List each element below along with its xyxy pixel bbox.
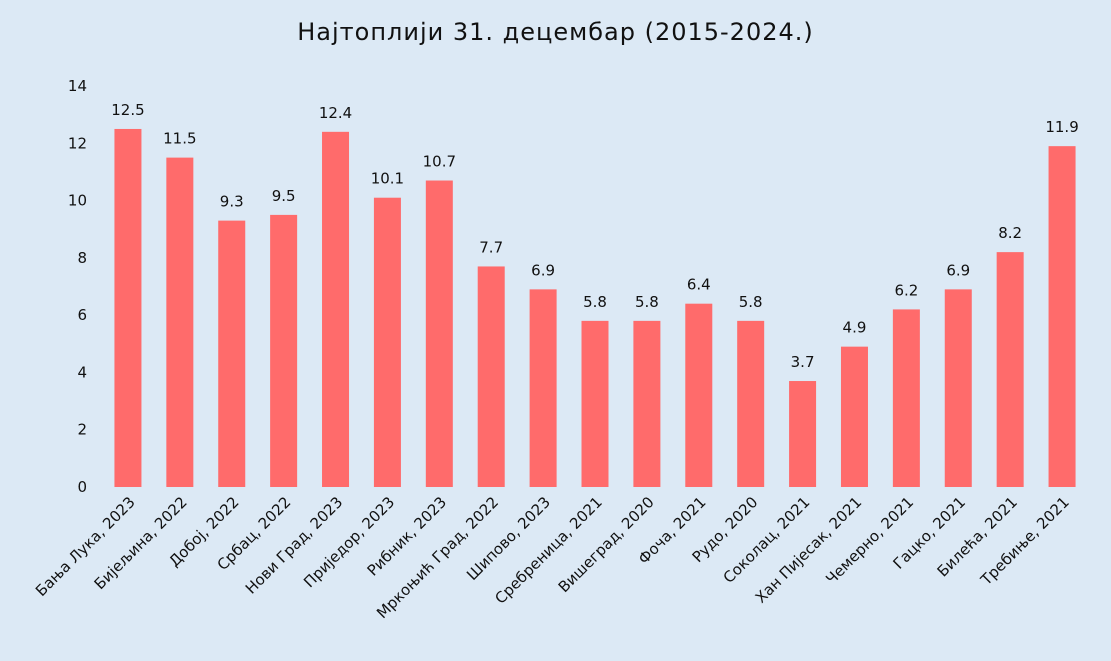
data-label: 7.7 bbox=[479, 238, 503, 256]
bar bbox=[737, 320, 765, 487]
data-label: 5.8 bbox=[583, 293, 607, 311]
y-tick-label: 6 bbox=[77, 306, 87, 324]
category-label: Вишеград, 2020 bbox=[555, 493, 658, 596]
data-label: 10.1 bbox=[371, 170, 404, 188]
category-label: Бијељина, 2022 bbox=[91, 493, 191, 593]
bar bbox=[892, 309, 920, 487]
bar bbox=[633, 320, 661, 487]
bar bbox=[996, 252, 1024, 487]
data-label: 6.9 bbox=[531, 261, 555, 279]
data-label: 6.9 bbox=[946, 261, 970, 279]
bar bbox=[218, 220, 246, 487]
bar bbox=[1048, 146, 1076, 487]
data-label: 6.2 bbox=[894, 281, 918, 299]
data-label: 10.7 bbox=[423, 153, 456, 171]
bar bbox=[529, 289, 557, 487]
bar bbox=[425, 180, 453, 487]
data-label: 5.8 bbox=[635, 293, 659, 311]
data-label: 9.3 bbox=[220, 193, 244, 211]
bar bbox=[270, 214, 298, 487]
category-label: Бања Лука, 2023 bbox=[32, 493, 139, 600]
y-tick-label: 12 bbox=[68, 134, 87, 152]
data-label: 3.7 bbox=[791, 353, 815, 371]
bar bbox=[789, 381, 817, 487]
y-tick-label: 4 bbox=[77, 363, 87, 381]
y-tick-label: 10 bbox=[68, 192, 87, 210]
bar bbox=[685, 303, 713, 487]
data-label: 11.5 bbox=[163, 130, 196, 148]
data-label: 5.8 bbox=[739, 293, 763, 311]
bar bbox=[477, 266, 505, 487]
category-label: Приједор, 2023 bbox=[300, 493, 398, 591]
category-label: Чемерно, 2021 bbox=[822, 493, 917, 588]
data-label: 4.9 bbox=[843, 319, 867, 337]
bar bbox=[944, 289, 972, 487]
data-label: 12.4 bbox=[319, 104, 352, 122]
data-label: 6.4 bbox=[687, 276, 711, 294]
y-tick-label: 8 bbox=[77, 249, 87, 267]
bar bbox=[322, 131, 350, 488]
bar bbox=[166, 157, 194, 487]
category-label: Нови Град, 2023 bbox=[242, 493, 346, 597]
y-tick-label: 14 bbox=[68, 77, 87, 95]
data-label: 11.9 bbox=[1045, 118, 1078, 136]
bar bbox=[373, 197, 401, 487]
bar bbox=[114, 128, 142, 487]
data-label: 9.5 bbox=[272, 187, 296, 205]
y-tick-label: 2 bbox=[77, 421, 87, 439]
data-label: 8.2 bbox=[998, 224, 1022, 242]
category-label: Требиње, 2021 bbox=[976, 493, 1072, 589]
data-label: 12.5 bbox=[111, 101, 144, 119]
bar bbox=[581, 320, 609, 487]
bar bbox=[840, 346, 868, 487]
y-tick-label: 0 bbox=[77, 478, 87, 496]
chart-title: Најтоплији 31. децембар (2015-2024.) bbox=[297, 18, 814, 46]
